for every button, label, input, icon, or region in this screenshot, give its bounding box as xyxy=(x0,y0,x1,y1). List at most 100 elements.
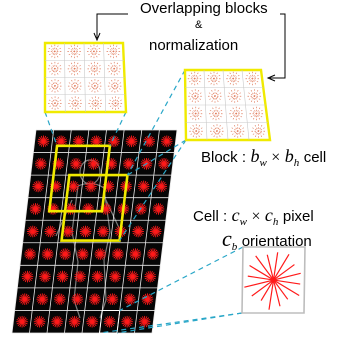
block-bw: bw xyxy=(250,146,267,169)
star-ray xyxy=(42,251,54,257)
block-suffix: cell xyxy=(303,149,327,166)
block-star-ray xyxy=(107,65,121,73)
block-grid-line xyxy=(103,42,107,113)
block-star-ray xyxy=(246,74,259,83)
star-ray xyxy=(16,319,28,325)
arrow-left-path xyxy=(96,13,128,38)
block-star-ray xyxy=(68,65,81,73)
star-ray xyxy=(139,319,151,325)
connector-block-1 xyxy=(44,111,58,146)
star-ray xyxy=(86,319,98,325)
block-star-ray xyxy=(188,74,201,83)
block-star-ray xyxy=(88,82,102,90)
star-ray xyxy=(29,206,41,212)
star-ray xyxy=(62,228,74,235)
star-ray xyxy=(104,319,116,325)
connector-block-2 xyxy=(118,139,187,241)
arrow-right-path xyxy=(270,13,286,79)
star-ray xyxy=(34,319,46,325)
block-grid-line xyxy=(241,69,250,141)
star-ray xyxy=(74,273,86,280)
connector-block-2 xyxy=(127,139,187,176)
star-ray xyxy=(138,183,150,190)
block-bh: bh xyxy=(284,146,300,169)
block-star-ray xyxy=(108,82,122,90)
star-ray xyxy=(150,228,162,235)
highlight-block-1 xyxy=(47,144,112,213)
block-star-ray xyxy=(250,109,263,118)
star-ray xyxy=(124,296,136,302)
block-star-ray xyxy=(230,109,243,118)
star-ray xyxy=(73,138,85,144)
star-ray xyxy=(112,251,124,257)
block-panel-1-stars xyxy=(47,44,123,111)
block-star-ray xyxy=(48,82,62,90)
block-star-ray xyxy=(68,82,82,90)
connector-cell xyxy=(99,312,243,334)
star-ray xyxy=(123,161,135,167)
grid-vline xyxy=(46,129,72,334)
star-ray xyxy=(27,228,39,235)
block-panel-2-grid xyxy=(185,69,268,141)
title-line-2: normalization xyxy=(149,37,239,54)
cell-star-ray xyxy=(244,272,301,288)
grid-vline xyxy=(116,129,143,334)
block-star-ray xyxy=(252,127,265,136)
title-line-1: Overlapping blocks xyxy=(140,0,268,17)
block-star-ray xyxy=(88,65,101,73)
star-ray xyxy=(94,251,106,257)
silhouette-body xyxy=(55,182,121,319)
block-star-ray xyxy=(107,47,120,56)
star-ray xyxy=(126,138,138,144)
orientation-star-icon xyxy=(244,252,301,310)
star-ray xyxy=(69,319,81,325)
block-star-ray xyxy=(228,92,241,101)
arrow-right-head xyxy=(266,74,276,82)
curved-arrow-icon xyxy=(93,13,286,82)
star-ray xyxy=(21,273,33,280)
cell-label: Cell : cw × ch pixel xyxy=(193,206,314,228)
star-ray xyxy=(132,228,144,235)
title-ampersand: & xyxy=(195,19,203,31)
block-star-ray xyxy=(208,92,222,101)
grid-lines xyxy=(11,129,178,334)
star-ray xyxy=(70,161,82,167)
star-ray xyxy=(108,138,120,144)
grid-vline xyxy=(99,129,125,334)
star-ray xyxy=(71,296,83,302)
star-ray xyxy=(92,273,104,280)
star-ray xyxy=(24,251,36,257)
block-prefix: Block : xyxy=(201,149,247,166)
star-ray xyxy=(19,296,31,302)
orientation-suffix: orientation xyxy=(241,233,312,250)
block-star-ray xyxy=(248,92,261,101)
block-panel-1-grid xyxy=(45,42,126,113)
star-ray xyxy=(85,183,97,190)
grid-vline xyxy=(29,129,55,334)
block-star-ray xyxy=(209,109,223,118)
block-star-ray xyxy=(48,47,62,56)
block-star-ray xyxy=(87,47,101,56)
star-ray xyxy=(32,183,44,190)
block-label: Block : bw × bh cell xyxy=(201,147,326,169)
star-ray xyxy=(141,296,153,302)
grid-vline xyxy=(151,129,178,334)
cell-suffix: pixel xyxy=(282,208,314,225)
block-times: × xyxy=(271,149,281,166)
connector-lines xyxy=(44,69,244,334)
block-panel-2-stars xyxy=(187,71,266,139)
star-ray xyxy=(44,228,56,235)
orientation-label: cb orientation xyxy=(222,228,312,253)
cell-star-ray xyxy=(260,254,290,301)
cell-cw: cw xyxy=(231,205,247,228)
star-ray xyxy=(158,161,170,167)
cell-ch: ch xyxy=(264,205,279,228)
star-ray xyxy=(79,228,91,235)
block-star-ray xyxy=(68,99,82,108)
star-ray xyxy=(97,228,109,235)
star-ray xyxy=(127,273,139,280)
star-ray xyxy=(51,319,63,325)
arrow-left-head xyxy=(93,32,101,42)
